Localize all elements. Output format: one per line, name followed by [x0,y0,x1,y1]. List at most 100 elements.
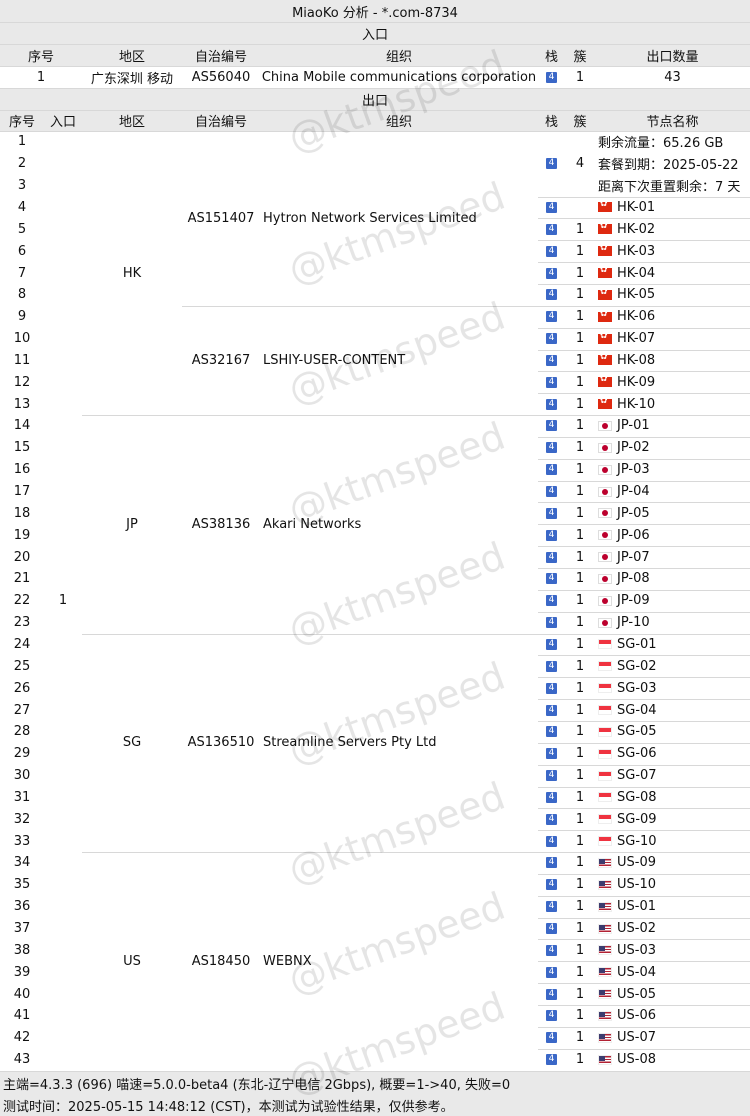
node-name: HK-09 [598,374,655,390]
row-index: 38 [13,942,31,958]
hk-flag-icon [598,265,612,279]
node-label: US-01 [617,899,656,915]
sg-flag-icon [598,661,612,672]
exit-header-cell: 节点名称 [595,110,750,131]
entry-stack-cell: 4 [538,66,565,88]
ipv4-stack-icon: 4 [546,507,557,519]
entry-header-cell: 簇 [565,44,595,66]
node-label: US-09 [617,855,656,871]
node-label: SG-08 [617,789,657,805]
asn-cell: AS136510 [187,735,255,751]
node-stack-cell: 4 [538,284,565,306]
row-divider [182,305,538,307]
node-label: JP-07 [617,549,650,565]
node-name-cell: SG-05 [595,721,750,743]
node-name-cell: JP-10 [595,612,750,634]
node-stack-cell: 4 [538,721,565,743]
ipv4-stack-icon: 4 [546,442,557,454]
node-stack-cell: 4 [538,546,565,568]
node-stack-cell: 4 [538,502,565,524]
exit-section-label: 出口 [0,88,750,110]
node-name: SG-07 [598,768,657,783]
row-divider [538,1026,750,1028]
jp-flag-icon [598,595,612,606]
exit-header-cell: 地区 [82,110,182,131]
node-stack-cell: 4 [538,830,565,852]
entry-header-cell: 组织 [260,44,538,66]
node-name: HK-04 [598,265,655,281]
node-cluster-cell: 1 [575,921,585,937]
ipv4-stack-icon: 4 [546,354,557,366]
row-divider [538,1005,750,1006]
ipv4-stack-icon: 4 [546,704,557,716]
node-name-cell: HK-05 [595,284,750,306]
node-cluster-cell: 1 [575,287,585,303]
row-divider [538,852,750,854]
node-stack-cell: 4 [538,1005,565,1027]
row-index: 35 [13,877,31,893]
node-label: SG-10 [617,833,657,849]
hk-flag-icon [598,352,612,366]
us-flag-icon [598,923,612,934]
us-flag-icon [598,945,612,956]
node-cluster-cell: 1 [575,680,585,696]
row-index: 4 [17,199,27,215]
us-flag-icon [598,1032,612,1043]
jp-flag-icon [598,508,612,519]
node-name-cell: HK-01 [595,197,750,219]
row-divider [182,633,538,635]
us-flag-icon [598,1010,612,1021]
row-divider [0,131,750,132]
jp-flag-icon [598,552,612,563]
node-label: SG-05 [617,724,657,740]
node-label: US-03 [617,942,656,958]
node-name-cell: SG-07 [595,765,750,787]
node-name: SG-10 [598,834,657,849]
node-label: SG-06 [617,746,657,762]
node-cluster-cell: 1 [575,484,585,500]
node-name: US-10 [598,877,656,892]
row-divider [538,327,750,329]
node-name-cell: US-02 [595,918,750,940]
row-divider [538,764,750,766]
org-cell: WEBNX [263,953,312,969]
row-index: 26 [13,680,31,696]
hk-flag-icon [598,243,612,257]
node-name-cell: JP-07 [595,546,750,568]
exit-entry-cell: 1 [58,593,68,609]
node-name-cell: SG-04 [595,699,750,721]
hk-flag-icon [598,199,612,213]
row-divider [538,830,750,832]
row-divider [0,66,750,67]
row-divider [538,677,750,679]
node-cluster-cell: 1 [575,396,585,412]
row-divider [538,393,750,395]
node-cluster-cell: 1 [575,418,585,434]
node-name: JP-07 [598,550,650,565]
row-index: 25 [13,658,31,674]
node-label: US-06 [617,1008,656,1024]
ipv4-stack-icon: 4 [546,71,557,83]
node-cluster-cell: 1 [575,374,585,390]
row-divider [538,895,750,897]
node-name: SG-09 [598,812,657,827]
entry-index-cell: 1 [36,69,46,85]
row-divider [538,808,750,810]
row-divider [538,218,750,220]
ipv4-stack-icon: 4 [546,333,557,345]
row-index: 23 [13,615,31,631]
node-cluster-cell: 1 [575,789,585,805]
hk-flag-icon [598,374,612,388]
info-cluster-cell: 4 [575,156,585,172]
row-index: 36 [13,899,31,915]
hk-flag-icon [598,287,612,300]
node-cluster-cell: 1 [575,942,585,958]
us-flag-icon [598,989,612,1000]
row-divider [538,939,750,941]
node-cluster-cell: 1 [575,986,585,1002]
node-name: JP-01 [598,418,650,433]
entry-header-cell: 序号 [0,44,82,66]
row-index: 2 [17,156,27,172]
node-name: US-01 [598,899,656,914]
